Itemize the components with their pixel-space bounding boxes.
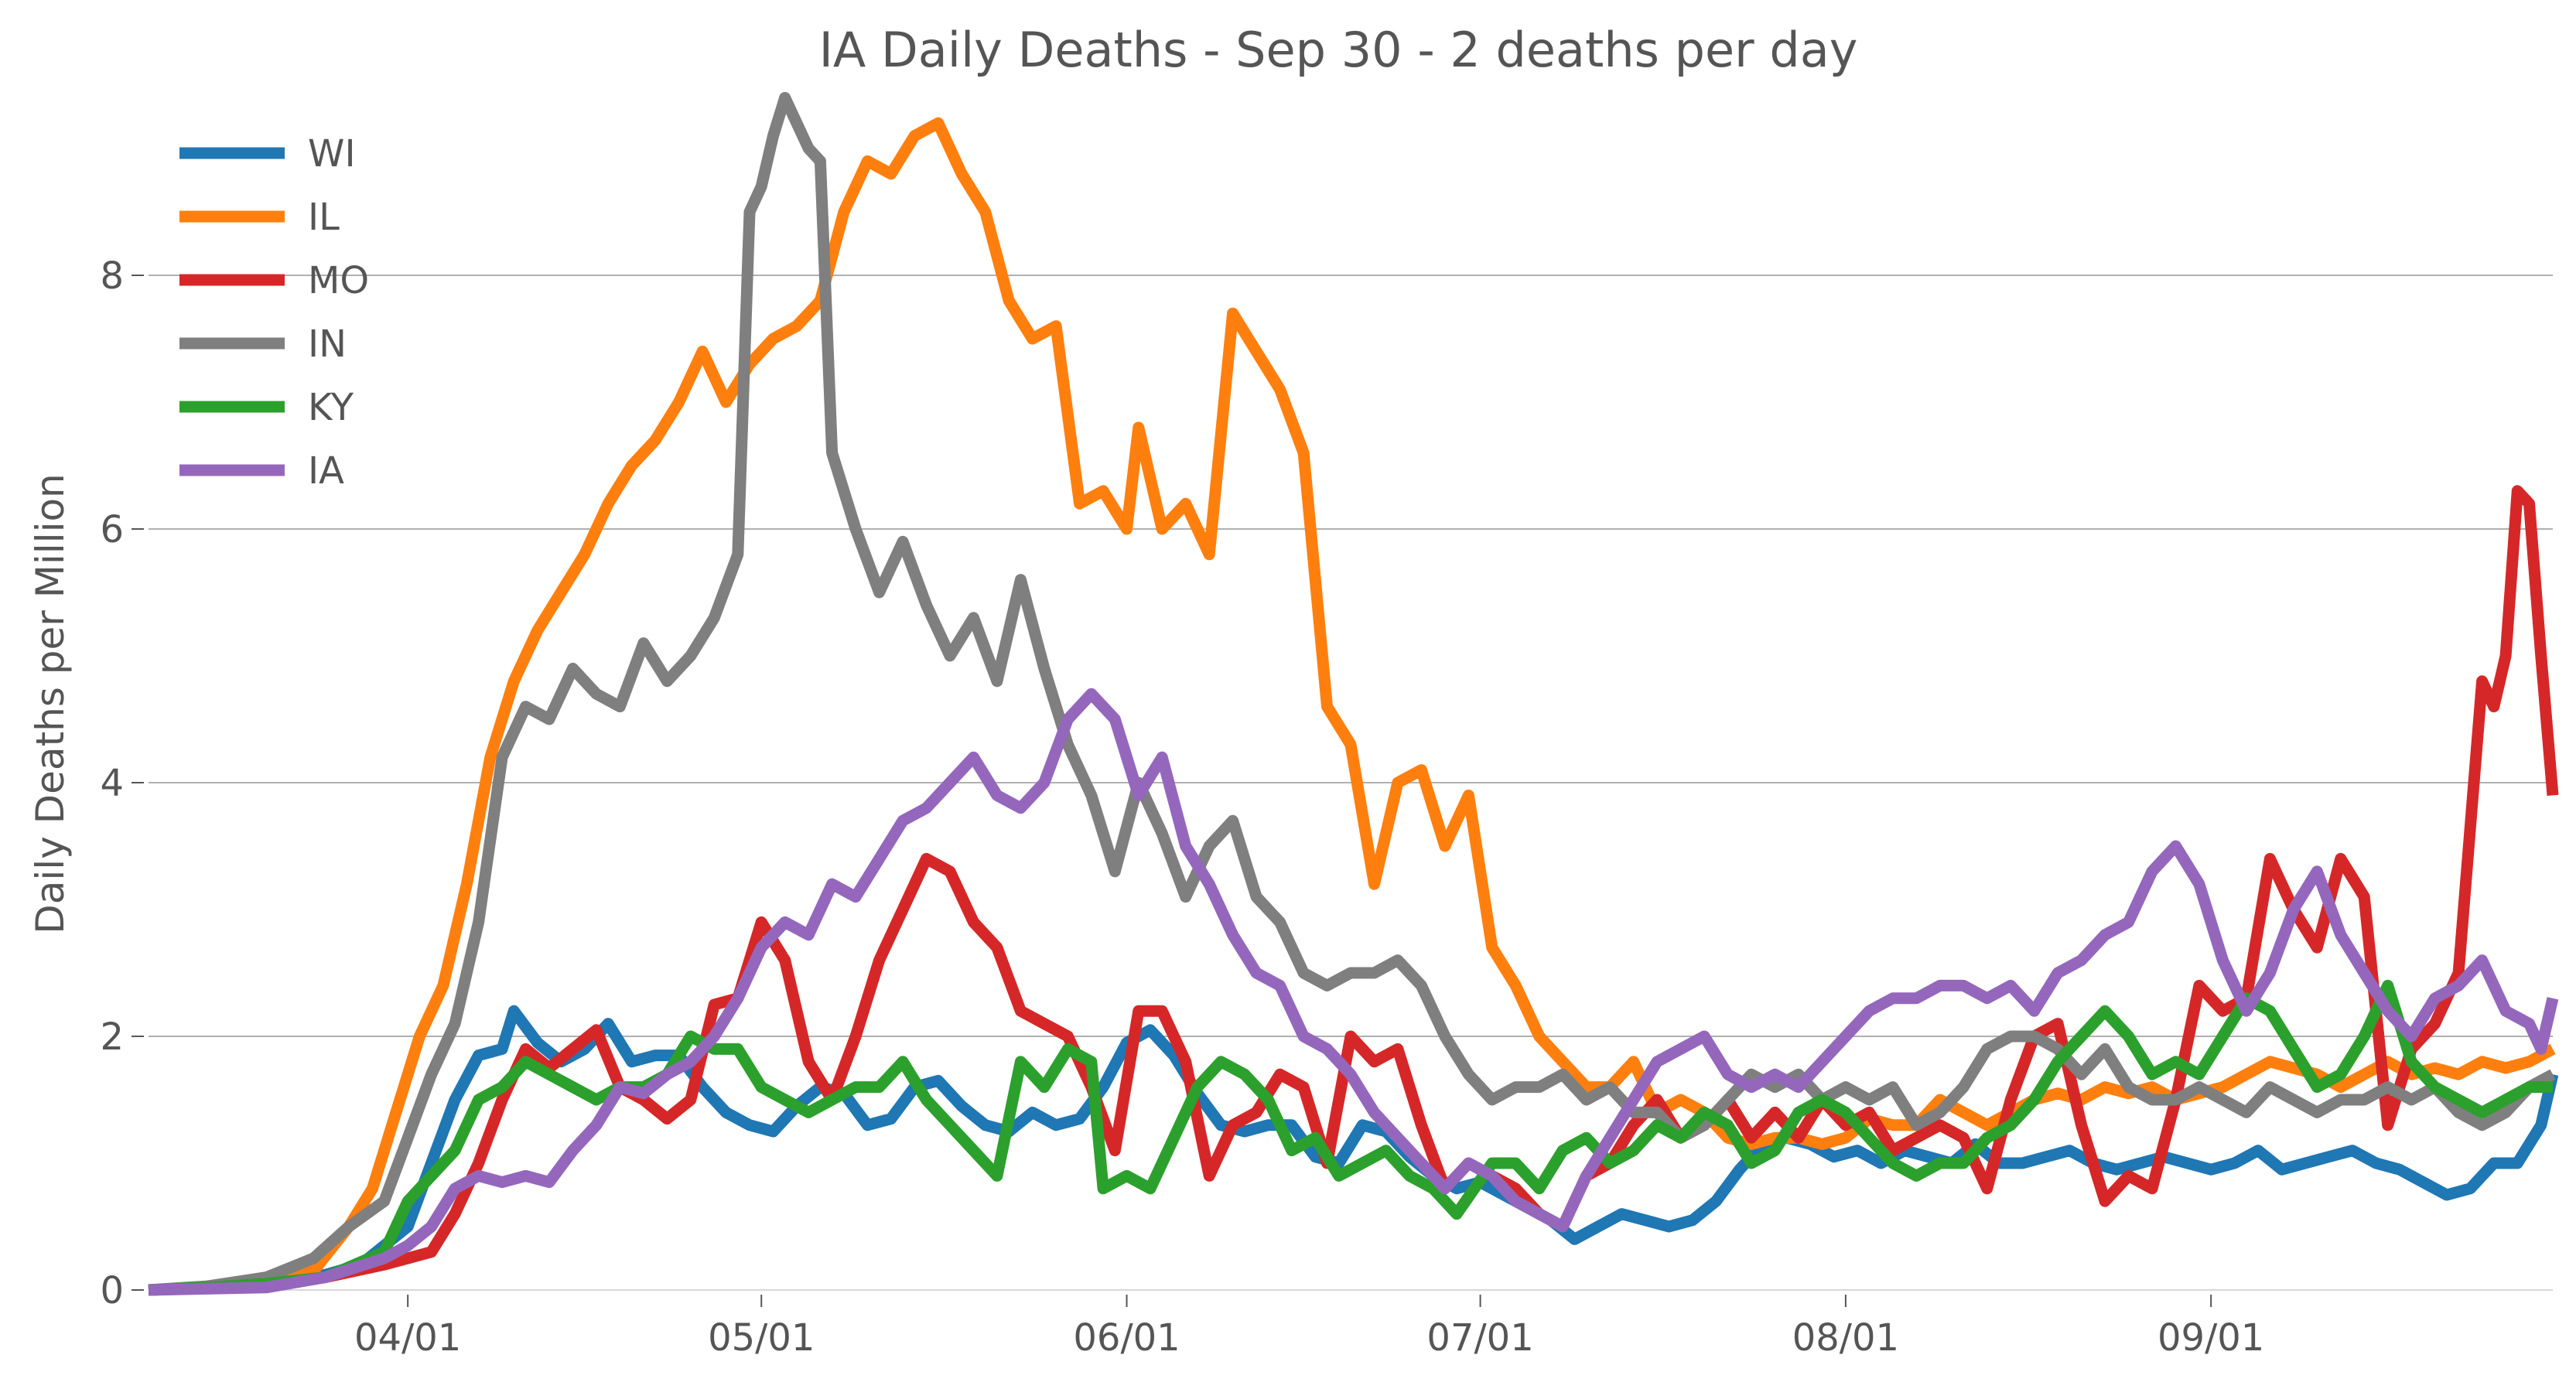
- legend-label-wi: WI: [308, 132, 356, 176]
- chart-title: IA Daily Deaths - Sep 30 - 2 deaths per …: [819, 22, 1858, 78]
- series-line-in: [148, 91, 2556, 1296]
- y-tick-label-2: 2: [100, 1015, 124, 1059]
- y-tick-label-0: 0: [100, 1269, 124, 1312]
- axes: 0 2 4 6 8 04/01 05/01 06/01 07/01 08/01 09/01: [100, 254, 2553, 1360]
- x-tick-label-08/01: 08/01: [1792, 1316, 1899, 1360]
- legend: WI IL MO IN KY IA: [179, 132, 369, 493]
- y-tick-label-4: 4: [100, 762, 124, 805]
- series-line-ia: [148, 688, 2559, 1296]
- y-tick-label-6: 6: [100, 508, 124, 551]
- grid-lines: [149, 275, 2553, 1037]
- x-tick-label-05/01: 05/01: [708, 1316, 815, 1360]
- x-tick-label-06/01: 06/01: [1073, 1316, 1180, 1360]
- legend-label-ky: KY: [308, 386, 354, 429]
- legend-label-ia: IA: [308, 449, 344, 493]
- legend-label-il: IL: [308, 196, 340, 239]
- legend-label-in: IN: [308, 323, 347, 366]
- y-tick-label-8: 8: [100, 254, 124, 298]
- x-tick-label-07/01: 07/01: [1426, 1316, 1533, 1360]
- series-line-il: [148, 117, 2556, 1296]
- x-tick-label-04/01: 04/01: [354, 1316, 461, 1360]
- x-tick-label-09/01: 09/01: [2157, 1316, 2264, 1360]
- series-lines: [148, 91, 2559, 1296]
- y-axis-label: Daily Deaths per Million: [28, 473, 73, 933]
- legend-label-mo: MO: [308, 259, 369, 302]
